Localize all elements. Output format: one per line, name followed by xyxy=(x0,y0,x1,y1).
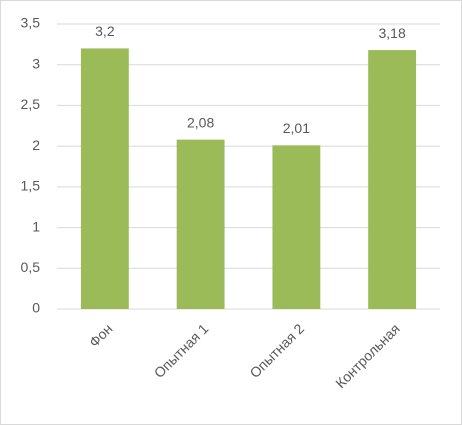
y-tick-label: 2 xyxy=(32,137,40,153)
y-tick-label: 0 xyxy=(32,300,40,316)
bar xyxy=(80,48,129,310)
value-label: 3,18 xyxy=(379,25,406,41)
value-label: 3,2 xyxy=(95,23,115,39)
y-tick-label: 3,5 xyxy=(21,15,41,31)
y-tick-label: 2,5 xyxy=(21,96,41,112)
value-label: 2,08 xyxy=(187,114,214,130)
bar xyxy=(176,139,225,309)
y-tick-label: 1 xyxy=(32,218,40,234)
y-tick-label: 3 xyxy=(32,55,40,71)
bar xyxy=(368,50,417,310)
value-label: 2,01 xyxy=(283,120,310,136)
y-tick-label: 0,5 xyxy=(21,259,41,275)
bar xyxy=(272,145,321,309)
y-tick-label: 1,5 xyxy=(21,178,41,194)
